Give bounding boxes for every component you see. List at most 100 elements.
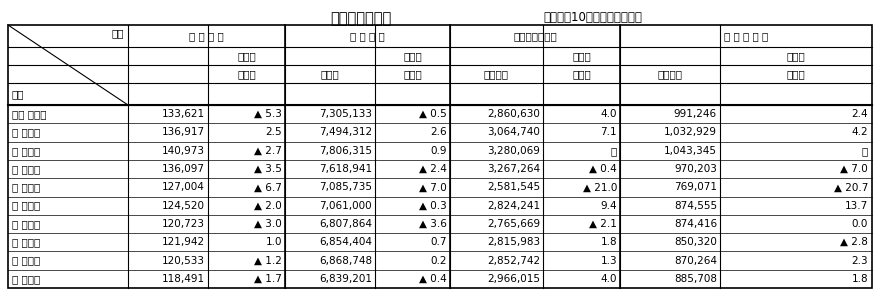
Text: （従業者10人以上の事業所）: （従業者10人以上の事業所） <box>543 11 642 24</box>
Text: ２２年: ２２年 <box>12 201 40 211</box>
Text: 6,854,404: 6,854,404 <box>319 237 372 247</box>
Text: 991,246: 991,246 <box>674 109 717 119</box>
Text: 7,494,312: 7,494,312 <box>319 128 372 138</box>
Text: 3,064,740: 3,064,740 <box>488 128 540 138</box>
Text: 870,264: 870,264 <box>674 255 717 265</box>
Text: 2.5: 2.5 <box>266 128 282 138</box>
Text: 0.2: 0.2 <box>430 255 447 265</box>
Bar <box>8 25 872 288</box>
Text: 1.3: 1.3 <box>600 255 617 265</box>
Text: 2,966,015: 2,966,015 <box>487 274 540 284</box>
Text: 項目: 項目 <box>112 28 124 38</box>
Text: ▲ 3.5: ▲ 3.5 <box>254 164 282 174</box>
Text: 970,203: 970,203 <box>674 164 717 174</box>
Text: 製造品出荷額等: 製造品出荷額等 <box>513 31 557 41</box>
Text: ２６年: ２６年 <box>12 274 40 284</box>
Text: －: － <box>611 146 617 156</box>
Text: （％）: （％） <box>403 69 422 79</box>
Text: －: － <box>862 146 868 156</box>
Text: ▲ 2.4: ▲ 2.4 <box>419 164 447 174</box>
Text: 1,043,345: 1,043,345 <box>664 146 717 156</box>
Text: 850,320: 850,320 <box>674 237 717 247</box>
Text: （％）: （％） <box>237 69 256 79</box>
Text: 2,860,630: 2,860,630 <box>488 109 540 119</box>
Text: 付 加 価 値 額: 付 加 価 値 額 <box>724 31 768 41</box>
Text: ▲ 2.7: ▲ 2.7 <box>254 146 282 156</box>
Text: 120,533: 120,533 <box>162 255 205 265</box>
Text: 9.4: 9.4 <box>600 201 617 211</box>
Text: 0.0: 0.0 <box>852 219 868 229</box>
Text: ２４年: ２４年 <box>12 237 40 247</box>
Text: 4.0: 4.0 <box>600 109 617 119</box>
Text: ▲ 7.0: ▲ 7.0 <box>840 164 868 174</box>
Text: 3,280,069: 3,280,069 <box>488 146 540 156</box>
Text: 7,806,315: 7,806,315 <box>319 146 372 156</box>
Text: 124,520: 124,520 <box>162 201 205 211</box>
Text: ▲ 2.8: ▲ 2.8 <box>840 237 868 247</box>
Text: 1.8: 1.8 <box>851 274 868 284</box>
Text: 従 業 者 数: 従 業 者 数 <box>350 31 385 41</box>
Text: （％）: （％） <box>572 69 590 79</box>
Text: 年次: 年次 <box>12 89 25 99</box>
Text: 127,004: 127,004 <box>162 182 205 192</box>
Text: 885,708: 885,708 <box>674 274 717 284</box>
Text: 平成 １７年: 平成 １７年 <box>12 109 47 119</box>
Text: 4.0: 4.0 <box>600 274 617 284</box>
Text: ▲ 21.0: ▲ 21.0 <box>583 182 617 192</box>
Text: １９年: １９年 <box>12 146 40 156</box>
Text: 事 業 所 数: 事 業 所 数 <box>189 31 224 41</box>
Text: 4.2: 4.2 <box>851 128 868 138</box>
Text: ▲ 1.2: ▲ 1.2 <box>254 255 282 265</box>
Text: 2,824,241: 2,824,241 <box>487 201 540 211</box>
Text: １８年: １８年 <box>12 128 40 138</box>
Text: 0.7: 0.7 <box>430 237 447 247</box>
Text: 6,839,201: 6,839,201 <box>319 274 372 284</box>
Text: ▲ 3.0: ▲ 3.0 <box>254 219 282 229</box>
Text: ▲ 6.7: ▲ 6.7 <box>254 182 282 192</box>
Text: 7,618,941: 7,618,941 <box>319 164 372 174</box>
Text: 2,581,545: 2,581,545 <box>487 182 540 192</box>
Text: 7.1: 7.1 <box>600 128 617 138</box>
Text: 1,032,929: 1,032,929 <box>664 128 717 138</box>
Text: ▲ 1.7: ▲ 1.7 <box>254 274 282 284</box>
Text: 120,723: 120,723 <box>162 219 205 229</box>
Text: 7,305,133: 7,305,133 <box>319 109 372 119</box>
Text: 1.0: 1.0 <box>266 237 282 247</box>
Text: 前年比: 前年比 <box>572 51 590 61</box>
Text: ▲ 5.3: ▲ 5.3 <box>254 109 282 119</box>
Text: 133,621: 133,621 <box>162 109 205 119</box>
Text: 2,765,669: 2,765,669 <box>487 219 540 229</box>
Text: ▲ 2.0: ▲ 2.0 <box>254 201 282 211</box>
Text: 13.7: 13.7 <box>845 201 868 211</box>
Text: 主要項目の推移: 主要項目の推移 <box>330 11 392 26</box>
Text: 136,097: 136,097 <box>162 164 205 174</box>
Text: 2.6: 2.6 <box>430 128 447 138</box>
Text: 874,555: 874,555 <box>674 201 717 211</box>
Text: 140,973: 140,973 <box>162 146 205 156</box>
Text: 6,868,748: 6,868,748 <box>319 255 372 265</box>
Text: 2,815,983: 2,815,983 <box>487 237 540 247</box>
Text: 2,852,742: 2,852,742 <box>487 255 540 265</box>
Text: 前年比: 前年比 <box>787 51 805 61</box>
Text: 874,416: 874,416 <box>674 219 717 229</box>
Text: （人）: （人） <box>320 69 340 79</box>
Text: 1.8: 1.8 <box>600 237 617 247</box>
Text: 前年比: 前年比 <box>403 51 422 61</box>
Text: ▲ 0.5: ▲ 0.5 <box>419 109 447 119</box>
Text: （％）: （％） <box>787 69 805 79</box>
Text: ２５年: ２５年 <box>12 255 40 265</box>
Text: ▲ 0.4: ▲ 0.4 <box>590 164 617 174</box>
Text: ▲ 0.4: ▲ 0.4 <box>419 274 447 284</box>
Text: 118,491: 118,491 <box>162 274 205 284</box>
Text: 3,267,264: 3,267,264 <box>487 164 540 174</box>
Text: （億円）: （億円） <box>484 69 509 79</box>
Text: 769,071: 769,071 <box>674 182 717 192</box>
Text: ２０年: ２０年 <box>12 164 40 174</box>
Text: ２３年: ２３年 <box>12 219 40 229</box>
Text: ▲ 20.7: ▲ 20.7 <box>833 182 868 192</box>
Text: ２１年: ２１年 <box>12 182 40 192</box>
Text: 121,942: 121,942 <box>162 237 205 247</box>
Text: 6,807,864: 6,807,864 <box>319 219 372 229</box>
Text: 2.3: 2.3 <box>851 255 868 265</box>
Text: 前年比: 前年比 <box>237 51 256 61</box>
